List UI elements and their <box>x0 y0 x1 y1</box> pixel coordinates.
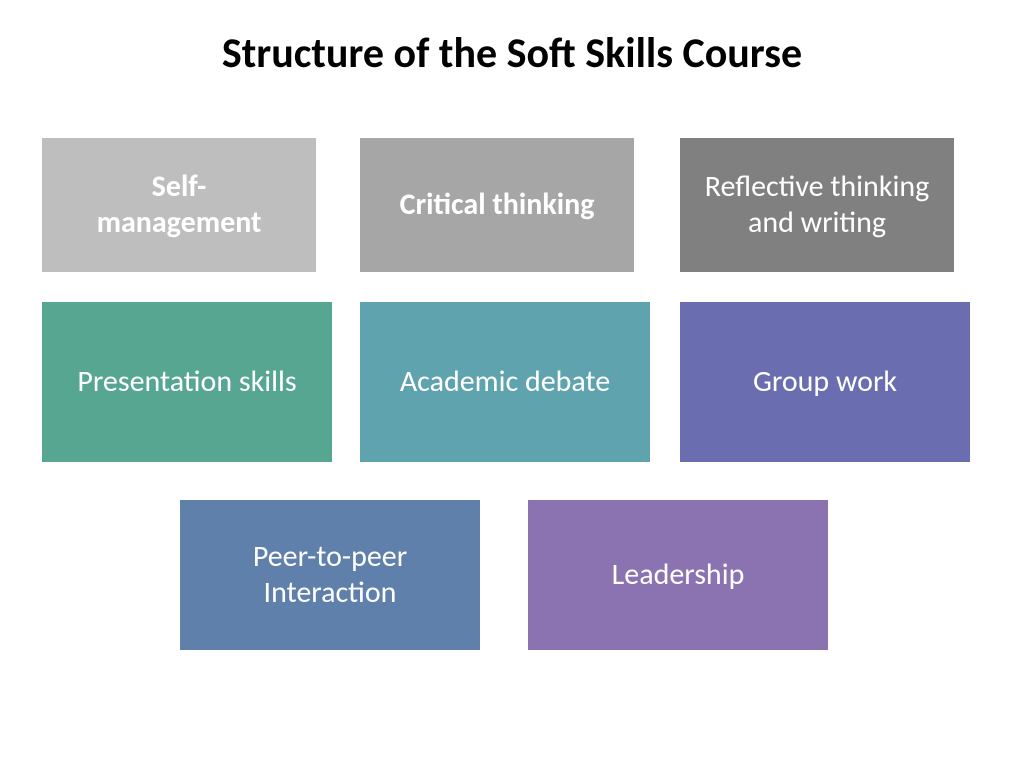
box-academic-debate: Academic debate <box>360 302 650 462</box>
box-label: Peer-to-peer Interaction <box>196 539 464 611</box>
box-peer-to-peer-interaction: Peer-to-peer Interaction <box>180 500 480 650</box>
slide: Structure of the Soft Skills Course Self… <box>0 0 1024 768</box>
box-label: Critical thinking <box>400 187 595 223</box>
box-reflective-thinking-writing: Reflective thinking and writing <box>680 138 954 272</box>
box-critical-thinking: Critical thinking <box>360 138 634 272</box>
box-label: Academic debate <box>400 364 610 400</box>
box-label: Leadership <box>612 557 745 593</box>
box-label: Self- management <box>97 169 262 241</box>
box-presentation-skills: Presentation skills <box>42 302 332 462</box>
box-group-work: Group work <box>680 302 970 462</box>
box-label: Group work <box>753 364 897 400</box>
box-self-management: Self- management <box>42 138 316 272</box>
box-label: Presentation skills <box>77 364 296 400</box>
slide-title: Structure of the Soft Skills Course <box>0 28 1024 79</box>
box-leadership: Leadership <box>528 500 828 650</box>
box-label: Reflective thinking and writing <box>696 169 938 241</box>
